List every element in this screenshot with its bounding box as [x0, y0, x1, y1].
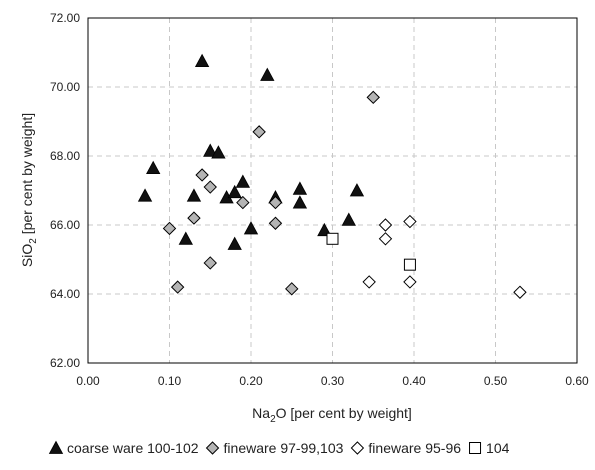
data-point-fineware-95-96 — [378, 232, 393, 246]
data-point-fineware-97-99-103 — [366, 90, 380, 105]
y-axis-title: SiO2 [per cent by weight] — [19, 113, 39, 267]
data-point-coarse-ware-100-102 — [194, 53, 210, 68]
data-point-coarse-ware-100-102 — [178, 231, 193, 245]
plot-frame — [87, 17, 578, 364]
tick-labels: 0.00 0.10 0.20 0.30 0.40 0.50 0.60 62.00 64.00 66… — [50, 11, 589, 388]
data-point-coarse-ware-100-102 — [317, 222, 332, 237]
x-tick-label: 0.10 — [158, 374, 182, 388]
data-point-coarse-ware-100-102 — [227, 184, 242, 199]
data-point-fineware-95-96 — [513, 285, 527, 299]
data-point-fineware-97-99-103 — [285, 282, 299, 296]
data-point-fineware-97-99-103 — [187, 211, 201, 225]
data-point-coarse-ware-100-102 — [186, 188, 202, 202]
legend-label-coarse-ware-100-102: coarse ware 100-102 — [67, 440, 199, 456]
data-point-coarse-ware-100-102 — [243, 221, 259, 235]
data-point-fineware-97-99-103 — [268, 195, 283, 210]
data-point-fineware-97-99-103 — [203, 180, 217, 194]
data-point-fineware-95-96 — [378, 218, 393, 232]
y-tick-label: 68.00 — [50, 149, 80, 163]
data-point-coarse-ware-100-102 — [227, 236, 242, 250]
legend: coarse ware 100-102 fineware 97-99,103 fin… — [48, 440, 510, 456]
y-tick-label: 72.00 — [50, 11, 80, 25]
data-point-fineware-95-96 — [362, 275, 376, 289]
data-point-coarse-ware-100-102 — [211, 145, 226, 159]
y-tick-label: 62.00 — [50, 356, 80, 370]
data-point-104 — [326, 232, 339, 245]
data-point-coarse-ware-100-102 — [292, 181, 308, 195]
data-point-104 — [403, 258, 416, 271]
data-point-fineware-97-99-103 — [162, 221, 177, 236]
data-point-coarse-ware-100-102 — [203, 143, 218, 157]
data-point-fineware-97-99-103 — [252, 125, 266, 139]
y-tick-label: 64.00 — [50, 287, 80, 301]
legend-marker-104 — [469, 442, 482, 454]
x-tick-label: 0.40 — [402, 374, 426, 388]
y-tick-label: 66.00 — [50, 218, 80, 232]
data-point-fineware-97-99-103 — [268, 216, 283, 230]
data-point-coarse-ware-100-102 — [146, 160, 161, 175]
grid — [88, 18, 577, 363]
y-tick-label: 70.00 — [50, 80, 80, 94]
legend-label-fineware-95-96: fineware 95-96 — [368, 440, 461, 456]
legend-marker-fineware-97-99-103 — [205, 441, 220, 455]
data-point-coarse-ware-100-102 — [235, 174, 251, 188]
x-tick-label: 0.50 — [484, 374, 508, 388]
legend-label-fineware-97-99-103: fineware 97-99,103 — [224, 440, 344, 456]
data-point-fineware-97-99-103 — [236, 195, 250, 210]
data-points — [137, 53, 527, 299]
x-tick-label: 0.00 — [76, 374, 100, 388]
data-point-fineware-95-96 — [403, 214, 417, 229]
x-tick-label: 0.30 — [321, 374, 345, 388]
data-point-fineware-95-96 — [403, 275, 417, 289]
data-point-fineware-97-99-103 — [203, 256, 217, 270]
data-point-coarse-ware-100-102 — [137, 188, 153, 202]
data-point-coarse-ware-100-102 — [341, 212, 356, 226]
data-point-coarse-ware-100-102 — [349, 183, 365, 197]
data-point-coarse-ware-100-102 — [292, 195, 308, 209]
data-point-fineware-97-99-103 — [170, 280, 185, 294]
legend-label-104: 104 — [486, 440, 510, 456]
legend-marker-fineware-95-96 — [350, 441, 365, 455]
data-point-coarse-ware-100-102 — [260, 67, 275, 81]
x-tick-label: 0.60 — [565, 374, 589, 388]
legend-marker-coarse-ware-100-102 — [48, 440, 64, 454]
x-tick-label: 0.20 — [239, 374, 263, 388]
data-point-fineware-97-99-103 — [195, 168, 209, 182]
x-axis-title: Na2O [per cent by weight] — [252, 405, 412, 425]
